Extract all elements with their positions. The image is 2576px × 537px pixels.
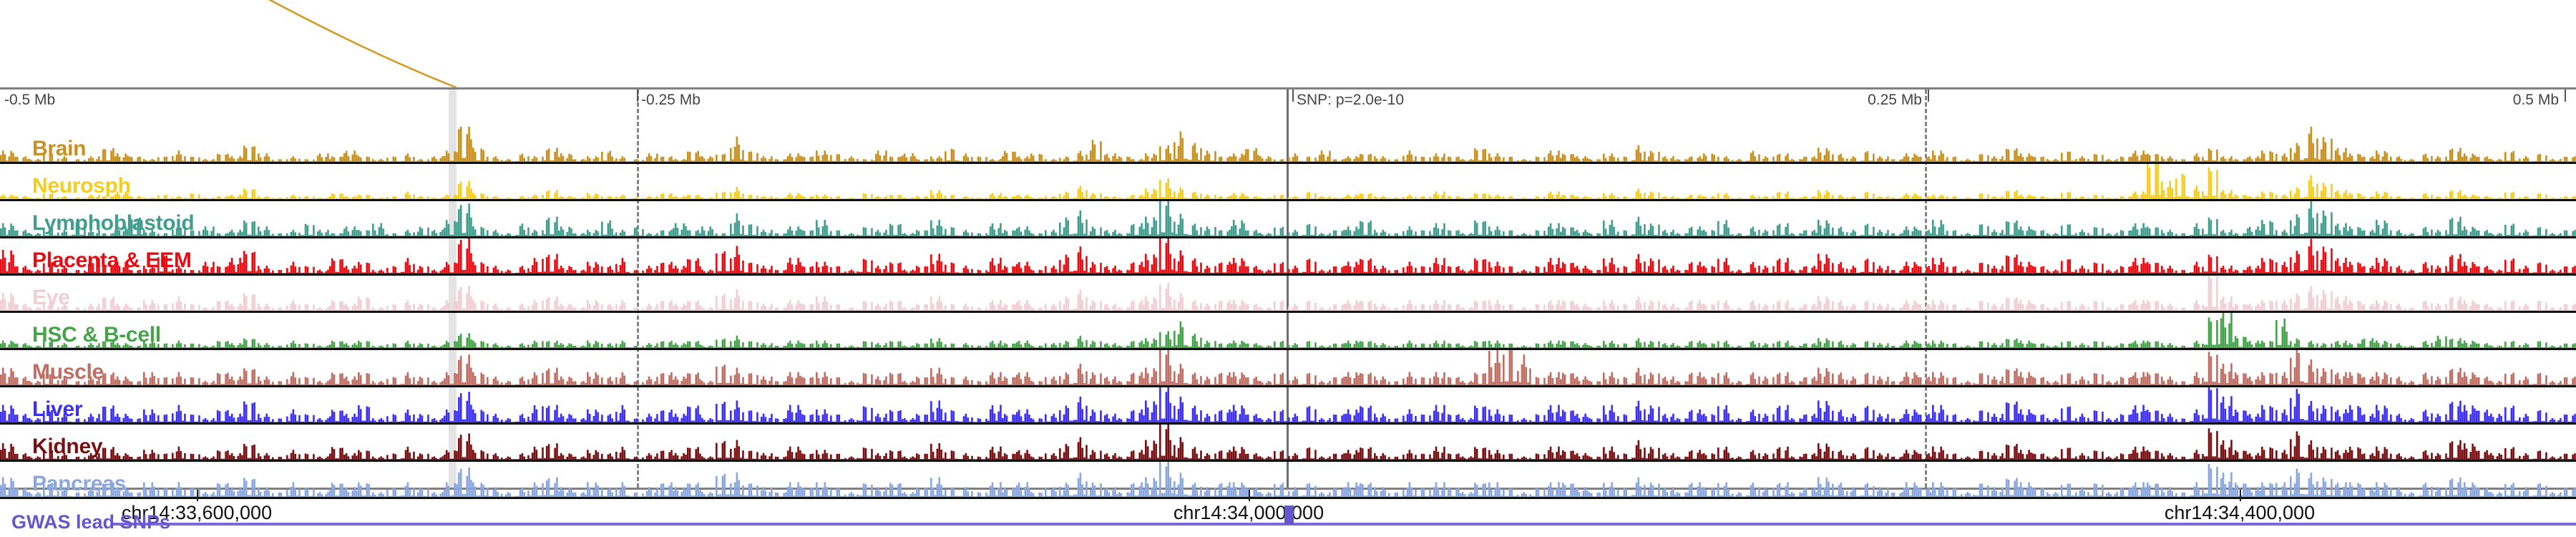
signal-track[interactable]: Neurosph — [0, 164, 2576, 201]
gwas-lead-snps-track[interactable]: GWAS lead SNPs — [0, 505, 2576, 537]
signal-track[interactable]: Liver — [0, 387, 2576, 425]
signal-track[interactable]: Pancreas — [0, 462, 2576, 499]
signal-histogram — [0, 313, 2576, 348]
track-label-hsc-b-cell: HSC & B-cell — [32, 323, 161, 347]
coordinate-label: chr14:33,600,000 — [121, 502, 273, 523]
track-label-liver: Liver — [32, 397, 83, 421]
axis-tickmark — [1928, 90, 1929, 102]
signal-histogram — [0, 164, 2576, 199]
signal-track[interactable]: Brain — [0, 127, 2576, 164]
track-label-kidney: Kidney — [32, 435, 103, 458]
coordinate-tickmark — [1249, 490, 1250, 501]
interaction-arc — [268, 0, 457, 89]
track-label-neurosph: Neurosph — [32, 174, 131, 198]
gwas-track-line — [111, 523, 2576, 526]
axis-tickmark — [1292, 90, 1294, 102]
signal-histogram — [0, 127, 2576, 162]
axis-tick-label: -0.25 Mb — [641, 92, 701, 108]
track-panel: -0.5 Mb -0.25 Mb SNP: p=2.0e-10 0.25 Mb 0.5 … — [0, 87, 2576, 499]
signal-track[interactable]: HSC & B-cell — [0, 313, 2576, 350]
axis-tick-label: -0.5 Mb — [4, 92, 56, 108]
track-label-muscle: Muscle — [32, 360, 104, 384]
track-label-eye: Eye — [32, 286, 70, 309]
coordinate-label: chr14:34,000,000 — [1173, 502, 1324, 523]
gwas-track-label: GWAS lead SNPs — [11, 511, 171, 533]
axis-tick-label: 0.25 Mb — [1868, 92, 1922, 108]
axis-tickmark — [637, 90, 638, 102]
interaction-arc-layer — [0, 0, 2576, 89]
gwas-lead-snp-marker[interactable] — [1284, 505, 1294, 524]
signal-track[interactable]: Kidney — [0, 425, 2576, 462]
coordinate-tickmark — [197, 490, 198, 501]
track-label-lymphoblastoid: Lymphoblastoid — [32, 211, 195, 235]
track-label-pancreas: Pancreas — [32, 472, 127, 495]
genomic-coordinate-axis: chr14:33,600,000 chr14:34,000,000 chr14:34… — [0, 490, 2576, 537]
signal-track[interactable]: Muscle — [0, 350, 2576, 387]
signal-histogram — [0, 425, 2576, 460]
signal-histogram — [0, 350, 2576, 385]
coordinate-label: chr14:34,400,000 — [2164, 502, 2316, 523]
relative-axis-header: -0.5 Mb -0.25 Mb SNP: p=2.0e-10 0.25 Mb 0.5 … — [0, 90, 2576, 127]
track-label-brain: Brain — [32, 137, 87, 160]
track-label-placenta-eem: Placenta & EEM — [32, 248, 192, 272]
gridline-vertical — [1925, 90, 1927, 488]
axis-tick-label: SNP: p=2.0e-10 — [1297, 92, 1405, 108]
coordinate-tickmark — [2240, 490, 2241, 501]
locus-highlight-band — [449, 90, 457, 488]
signal-histogram — [0, 387, 2576, 422]
signal-track[interactable]: Lymphoblastoid — [0, 201, 2576, 238]
axis-tickmark — [2565, 90, 2566, 102]
signal-track[interactable]: Placenta & EEM — [0, 238, 2576, 276]
snp-position-marker-line — [1287, 90, 1289, 488]
signal-track[interactable]: Eye — [0, 276, 2576, 313]
signal-histogram — [0, 276, 2576, 311]
gridline-vertical — [637, 90, 639, 488]
axis-tick-label: 0.5 Mb — [2512, 92, 2559, 108]
signal-histogram — [0, 201, 2576, 236]
signal-histogram — [0, 238, 2576, 274]
